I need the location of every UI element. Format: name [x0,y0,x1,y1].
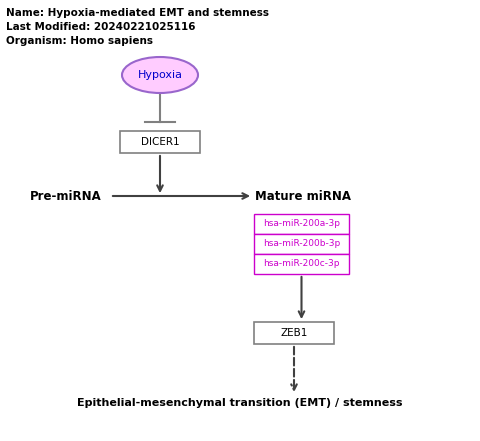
Text: Organism: Homo sapiens: Organism: Homo sapiens [6,36,153,46]
Text: hsa-miR-200b-3p: hsa-miR-200b-3p [263,239,340,248]
Text: Last Modified: 20240221025116: Last Modified: 20240221025116 [6,22,195,32]
Text: hsa-miR-200a-3p: hsa-miR-200a-3p [263,220,340,228]
Text: DICER1: DICER1 [141,137,180,147]
Text: Mature miRNA: Mature miRNA [255,190,351,202]
Text: hsa-miR-200c-3p: hsa-miR-200c-3p [263,259,340,269]
FancyBboxPatch shape [120,131,200,153]
Text: Hypoxia: Hypoxia [137,70,182,80]
Ellipse shape [122,57,198,93]
Text: Pre-miRNA: Pre-miRNA [30,190,102,202]
Text: ZEB1: ZEB1 [280,328,308,338]
Text: Name: Hypoxia-mediated EMT and stemness: Name: Hypoxia-mediated EMT and stemness [6,8,269,18]
FancyBboxPatch shape [254,214,349,234]
FancyBboxPatch shape [254,234,349,254]
Text: Epithelial-mesenchymal transition (EMT) / stemness: Epithelial-mesenchymal transition (EMT) … [77,398,403,408]
FancyBboxPatch shape [254,322,334,344]
FancyBboxPatch shape [254,254,349,274]
